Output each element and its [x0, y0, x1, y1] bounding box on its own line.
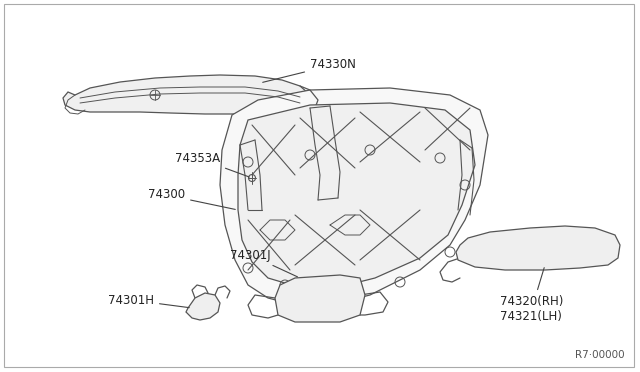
Polygon shape: [186, 293, 220, 320]
Text: 74301H: 74301H: [108, 294, 189, 308]
Polygon shape: [275, 275, 365, 322]
Text: 74353A: 74353A: [175, 151, 250, 177]
Polygon shape: [238, 103, 475, 288]
Polygon shape: [220, 88, 488, 305]
Text: R7·00000: R7·00000: [575, 350, 625, 360]
Text: 74301J: 74301J: [230, 248, 298, 277]
Text: 74320(RH)
74321(LH): 74320(RH) 74321(LH): [500, 268, 563, 323]
Text: 74300: 74300: [148, 189, 236, 209]
Polygon shape: [456, 226, 620, 270]
Text: 74330N: 74330N: [262, 58, 356, 82]
Polygon shape: [63, 75, 308, 114]
